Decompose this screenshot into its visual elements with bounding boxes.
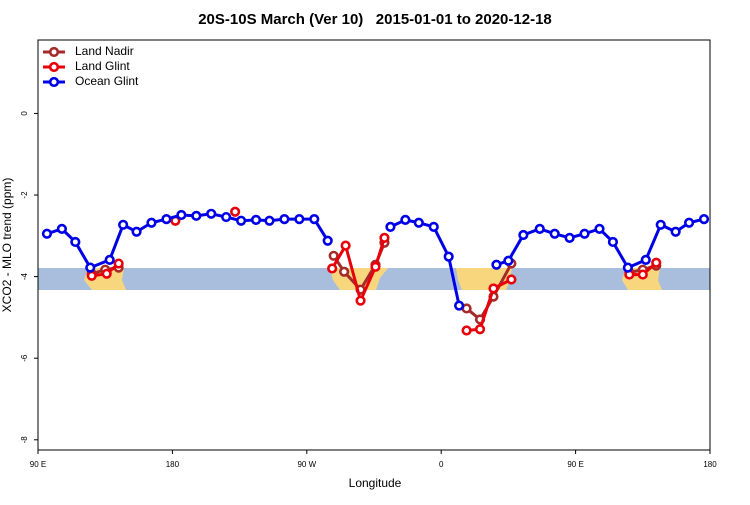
legend-marker	[48, 76, 60, 88]
point	[176, 209, 187, 221]
point	[534, 223, 545, 234]
y-tick-label: -2	[20, 191, 29, 199]
point	[264, 215, 275, 226]
point	[670, 226, 681, 237]
point	[41, 228, 53, 239]
point	[385, 221, 396, 232]
point	[474, 324, 486, 335]
x-tick-label: 0	[439, 460, 444, 469]
point	[640, 254, 651, 265]
point	[56, 223, 67, 234]
y-tick-label: -6	[20, 354, 29, 362]
point	[461, 325, 472, 336]
point	[622, 262, 633, 273]
x-tick-label: 90 W	[297, 460, 316, 469]
point	[370, 261, 381, 272]
y-tick-label: 0	[20, 111, 29, 116]
x-tick-label: 180	[166, 460, 180, 469]
x-tick-label: 90 E	[567, 460, 583, 469]
point	[491, 259, 502, 270]
point	[400, 214, 411, 226]
point	[221, 211, 232, 223]
point	[279, 213, 290, 225]
point	[250, 214, 262, 226]
x-tick-label: 90 E	[30, 460, 46, 469]
y-tick-label: -8	[20, 436, 29, 444]
point	[413, 217, 424, 228]
point	[294, 213, 305, 225]
point	[146, 217, 157, 228]
point	[655, 219, 666, 230]
point	[101, 268, 112, 279]
point	[70, 236, 81, 248]
point	[454, 300, 465, 311]
point	[607, 236, 619, 248]
y-axis-label: XCO2 - MLO trend (ppm)	[0, 178, 14, 313]
chart-title: 20S-10S March (Ver 10) 2015-01-01 to 202…	[198, 11, 552, 28]
legend-label: Land Glint	[75, 59, 130, 73]
point	[488, 283, 499, 294]
point	[191, 210, 202, 221]
legend-label: Ocean Glint	[75, 74, 139, 88]
point	[428, 221, 439, 232]
point	[340, 240, 351, 251]
point	[579, 228, 590, 239]
point	[355, 295, 366, 306]
point	[113, 258, 124, 269]
point	[637, 269, 648, 280]
point	[518, 229, 529, 241]
point	[161, 213, 172, 225]
point	[503, 255, 514, 266]
point	[443, 251, 454, 262]
point	[564, 232, 575, 243]
point	[506, 274, 517, 285]
point	[651, 257, 662, 268]
point	[379, 232, 390, 243]
point	[235, 215, 247, 226]
point	[322, 235, 333, 246]
y-tick-label: -4	[20, 273, 29, 281]
point	[118, 219, 129, 230]
point	[131, 226, 142, 237]
point	[104, 254, 115, 265]
point	[206, 208, 217, 219]
legend-marker	[48, 61, 60, 73]
x-tick-label: 180	[703, 460, 717, 469]
legend-label: Land Nadir	[75, 44, 134, 58]
point	[683, 217, 695, 228]
point	[339, 266, 350, 277]
plot-frame	[37, 39, 711, 451]
point	[594, 223, 605, 234]
point	[328, 250, 339, 261]
point	[309, 213, 320, 225]
point	[86, 270, 97, 281]
point	[230, 206, 241, 217]
point	[85, 262, 96, 273]
x-axis-label: Longitude	[349, 476, 402, 490]
point	[698, 213, 710, 225]
point	[549, 228, 560, 239]
point	[327, 263, 338, 274]
legend-marker	[48, 46, 60, 58]
